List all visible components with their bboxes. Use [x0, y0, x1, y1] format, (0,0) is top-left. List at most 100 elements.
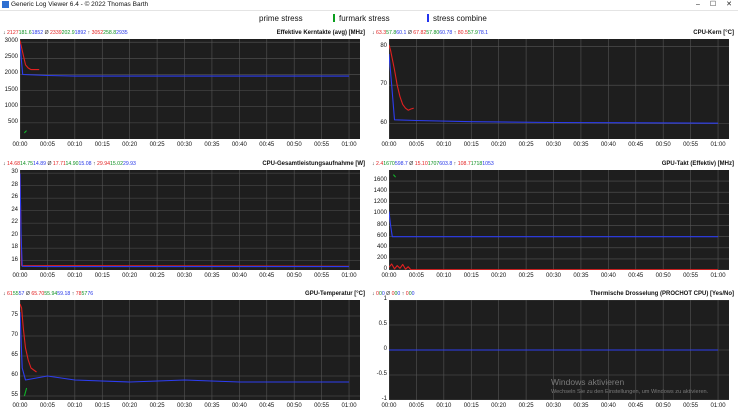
chart-svg [20, 39, 360, 139]
x-tick-label: 00:25 [149, 142, 165, 148]
panel-stats: ↓ 14.6814.7514.89 Ø 17.7114.9015.08 ↑ 29… [3, 159, 136, 169]
y-tick-label: 1000 [4, 102, 18, 109]
stat-min-value: 57 [18, 291, 25, 297]
stat-max-value: 108.7 [457, 161, 471, 167]
stat-min-value: 1852 [31, 30, 44, 36]
stat-symbol: ↑ [70, 291, 76, 297]
y-tick-label: 0 [383, 266, 387, 272]
close-button[interactable]: ✕ [726, 1, 732, 8]
chart-svg [20, 300, 360, 400]
x-tick-label: 00:50 [655, 142, 671, 148]
legend-item-prime-stress[interactable]: prime stress [253, 14, 303, 24]
series-line-furmark-stress [392, 174, 397, 178]
x-tick-label: 00:35 [573, 403, 589, 409]
x-tick-label: 00:35 [204, 273, 220, 279]
x-tick-label: 00:30 [546, 273, 562, 279]
panel-stats: ↓ 615557 Ø 65.7055.9459.18 ↑ 785776 [3, 289, 93, 299]
stat-min-value: 61 [7, 291, 13, 297]
minimize-button[interactable]: – [696, 1, 700, 8]
y-tick-label: 30 [11, 169, 18, 176]
stat-max-value: 1718 [470, 161, 483, 167]
x-tick-label: 00:35 [204, 142, 220, 148]
stat-symbol: Ø [406, 30, 414, 36]
stat-avg-value: 0 [391, 291, 395, 297]
legend-label: furmark stress [339, 14, 390, 23]
stat-symbol: Ø [24, 291, 32, 297]
window-titlebar: Generic Log Viewer 6.4 - © 2022 Thomas B… [0, 0, 738, 11]
x-tick-label: 01:00 [710, 142, 726, 148]
y-tick-label: 24 [11, 206, 18, 213]
series-line-prime-stress [389, 263, 718, 270]
y-tick-label: 1200 [373, 199, 387, 206]
x-tick-label: 00:40 [231, 142, 247, 148]
x-tick-label: 00:25 [518, 403, 534, 409]
y-tick-label: 200 [376, 254, 387, 261]
y-tick-label: 28 [11, 181, 18, 188]
x-tick-label: 01:00 [341, 403, 357, 409]
x-tick-label: 00:20 [122, 273, 138, 279]
stat-avg-value: 0 [394, 291, 398, 297]
x-tick-label: 00:30 [177, 273, 193, 279]
plot-area[interactable] [389, 39, 729, 139]
window-title: Generic Log Viewer 6.4 - © 2022 Thomas B… [11, 1, 149, 8]
y-tick-label: 1600 [373, 177, 387, 184]
stat-symbol: ↓ [3, 291, 8, 297]
plot-area[interactable] [20, 39, 360, 139]
stat-avg-value: 57.80 [426, 30, 440, 36]
stat-avg-value: 59.18 [57, 291, 71, 297]
stat-min-value: 2127 [7, 30, 19, 36]
stat-symbol: ↓ [3, 30, 8, 36]
x-tick-label: 00:35 [204, 403, 220, 409]
stat-avg-value: 15.08 [78, 161, 92, 167]
plot-area[interactable] [389, 170, 729, 270]
stat-symbol: ↑ [400, 291, 406, 297]
x-tick-label: 00:55 [314, 403, 330, 409]
y-tick-label: 70 [380, 81, 387, 88]
x-tick-label: 00:05 [408, 142, 424, 148]
x-tick-label: 00:00 [12, 273, 28, 279]
stat-min-value: 14.89 [33, 161, 46, 167]
stat-symbol: Ø [43, 30, 51, 36]
plot-area[interactable] [20, 300, 360, 400]
x-tick-label: 00:15 [463, 142, 479, 148]
plot-area[interactable] [20, 170, 360, 270]
chart-panel: ↓ 000 Ø 000 ↑ 000 Thermische Drosselung (… [369, 289, 737, 416]
x-tick-label: 00:50 [286, 273, 302, 279]
x-tick-label: 00:40 [231, 403, 247, 409]
x-tick-label: 00:10 [436, 273, 452, 279]
y-tick-label: 22 [11, 219, 18, 226]
legend-item-stress-combine[interactable]: stress combine [427, 14, 487, 24]
stat-min-value: 55 [12, 291, 19, 297]
chart-svg [389, 300, 729, 400]
stat-min-value: 0 [381, 291, 385, 297]
x-tick-label: 00:45 [628, 142, 644, 148]
series-line-prime-stress [20, 303, 37, 373]
stat-avg-value: 17.71 [52, 161, 66, 167]
legend-swatch-combine [427, 14, 429, 22]
panel-header: ↓ 14.6814.7514.89 Ø 17.7114.9015.08 ↑ 29… [0, 159, 368, 169]
maximize-button[interactable]: ☐ [709, 1, 717, 8]
x-tick-label: 00:40 [600, 403, 616, 409]
panel-stats: ↓ 63.357.860.1 Ø 67.8257.8060.78 ↑ 80.55… [372, 28, 488, 38]
plot-area[interactable] [389, 300, 729, 400]
legend-item-furmark-stress[interactable]: furmark stress [333, 14, 390, 24]
x-tick-label: 00:00 [12, 142, 28, 148]
stat-avg-value: 55.94 [44, 291, 58, 297]
y-tick-label: 400 [376, 243, 387, 250]
x-tick-label: 00:00 [381, 273, 397, 279]
stat-max-value: 29.93 [122, 161, 136, 167]
y-tick-label: 16 [11, 256, 18, 263]
stat-avg-value: 65.70 [31, 291, 45, 297]
activation-watermark-subtitle: Wechseln Sie zu den Einstellungen, um Wi… [551, 389, 709, 395]
x-tick-label: 01:00 [710, 273, 726, 279]
stat-min-value: 14.75 [20, 161, 34, 167]
x-tick-label: 00:45 [628, 403, 644, 409]
panel-header: ↓ 000 Ø 000 ↑ 000 Thermische Drosselung (… [369, 289, 737, 299]
x-tick-label: 00:10 [436, 403, 452, 409]
stat-avg-value: 1707 [427, 161, 440, 167]
stat-symbol: ↓ [372, 161, 377, 167]
x-tick-label: 01:00 [710, 403, 726, 409]
x-tick-label: 00:25 [518, 273, 534, 279]
series-line-furmark-stress [23, 387, 28, 397]
stat-max-value: 3052 [91, 30, 104, 36]
